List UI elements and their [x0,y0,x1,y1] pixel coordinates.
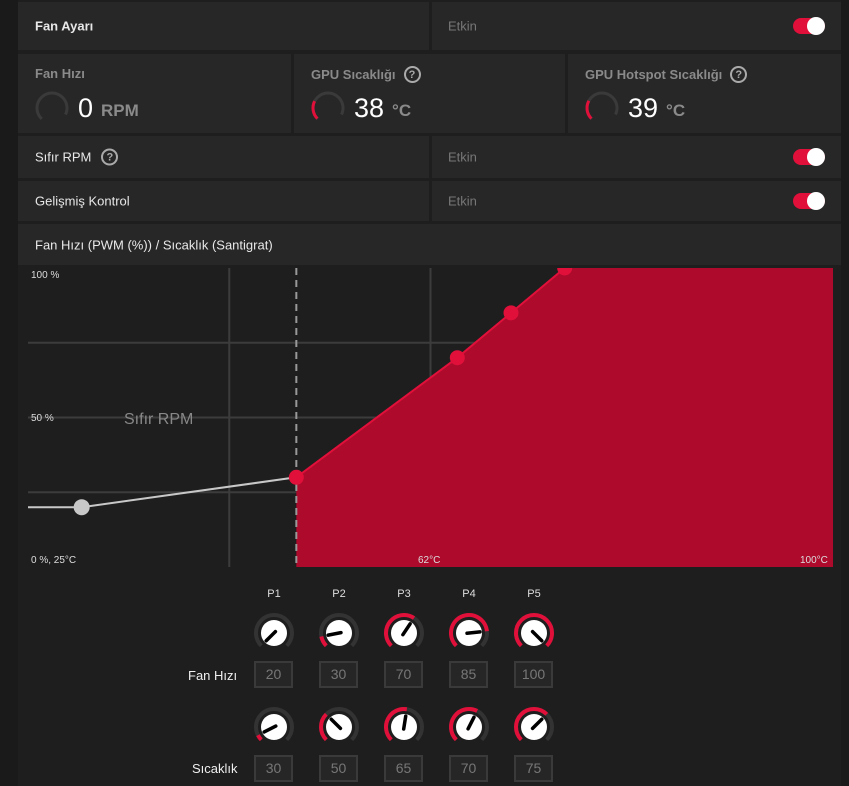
stat-unit: °C [392,101,412,120]
stat-unit: RPM [101,101,139,120]
zero-rpm-row: Sıfır RPM? [18,136,429,178]
stat-title: Fan Hızı [35,66,85,81]
point-header-p1: P1 [267,588,281,600]
fan-speed-knob-p4[interactable] [447,611,491,655]
temperature-input-p3[interactable]: 65 [384,755,423,782]
fan-speed-row-label: Fan Hızı [188,668,238,683]
curve-fill-area [296,268,833,567]
stat-card: GPU Hotspot Sıcaklığı? 39 °C [568,54,841,133]
temperature-knob-p4[interactable] [447,705,491,749]
temperature-input-p2[interactable]: 50 [319,755,358,782]
temperature-input-p4[interactable]: 70 [449,755,488,782]
stat-unit: °C [666,101,686,120]
curve-line [295,268,566,479]
fan-setting-label: Fan Ayarı [35,18,94,34]
curve-title-row: Fan Hızı (PWM (%)) / Sıcaklık (Santigrat… [18,224,841,265]
curve-title: Fan Hızı (PWM (%)) / Sıcaklık (Santigrat… [35,237,273,252]
curve-point-p5[interactable] [557,268,573,276]
curve-point-p3[interactable] [449,350,465,366]
point-header-p3: P3 [397,588,411,600]
stat-title: GPU Hotspot Sıcaklığı [585,67,723,82]
fan-setting-control: Etkin [432,2,841,50]
zero-rpm-toggle[interactable] [793,148,825,166]
fan-speed-input-p3[interactable]: 70 [384,661,423,688]
advanced-control-toggle[interactable] [793,192,825,210]
advanced-control-row: Gelişmiş Kontrol [18,181,429,221]
stat-card: GPU Sıcaklığı? 38 °C [294,54,565,133]
advanced-control-label: Gelişmiş Kontrol [35,193,130,209]
fan-speed-input-p4[interactable]: 85 [449,661,488,688]
curve-point-p4[interactable] [503,305,519,321]
stat-value: 38 [354,92,385,123]
stat-value: 39 [628,92,659,123]
temperature-input-p5[interactable]: 75 [514,755,553,782]
zero-rpm-region-label: Sıfır RPM [124,411,194,428]
temperature-row-label: Sıcaklık [192,761,238,776]
fan-setting-row: Fan Ayarı [18,2,429,50]
curve-point-p2[interactable] [288,469,304,485]
fan-speed-input-p5[interactable]: 100 [514,661,553,688]
temperature-knob-p1[interactable] [252,705,296,749]
fan-curve-chart[interactable] [28,268,833,567]
point-header-p2: P2 [332,588,346,600]
x-tick-origin: 0 %, 25°C [31,555,77,566]
fan-speed-knob-p1[interactable] [252,611,296,655]
point-header-p5: P5 [527,588,541,600]
point-header-p4: P4 [462,588,476,600]
stat-value: 0 [78,92,94,123]
fan-speed-input-p2[interactable]: 30 [319,661,358,688]
y-tick-50: 50 % [31,413,54,424]
y-tick-100: 100 % [31,270,60,281]
temperature-input-p1[interactable]: 30 [254,755,293,782]
help-icon[interactable]: ? [730,66,748,83]
fan-setting-status: Etkin [448,18,477,34]
stat-title: GPU Sıcaklığı [311,67,396,82]
temperature-knob-p2[interactable] [317,705,361,749]
help-icon[interactable]: ? [101,148,119,166]
stat-card: Fan Hızı 0 RPM [18,54,291,133]
x-tick-100: 100°C [800,555,828,566]
gauge-icon [35,91,69,125]
fan-speed-knob-p3[interactable] [382,611,426,655]
temperature-knob-p3[interactable] [382,705,426,749]
zero-rpm-label: Sıfır RPM [35,149,92,165]
fan-speed-knob-p5[interactable] [512,611,556,655]
x-tick-62: 62°C [418,555,441,566]
gauge-icon [311,91,345,125]
advanced-control-control: Etkin [432,181,841,221]
zero-rpm-control: Etkin [432,136,841,178]
fan-speed-input-p1[interactable]: 20 [254,661,293,688]
zero-rpm-status: Etkin [448,149,477,165]
help-icon[interactable]: ? [403,66,421,83]
gauge-icon [585,91,619,125]
fan-speed-knob-p2[interactable] [317,611,361,655]
temperature-knob-p5[interactable] [512,705,556,749]
curve-point-p1[interactable] [73,499,90,516]
fan-setting-toggle[interactable] [793,17,825,35]
advanced-control-status: Etkin [448,193,477,209]
